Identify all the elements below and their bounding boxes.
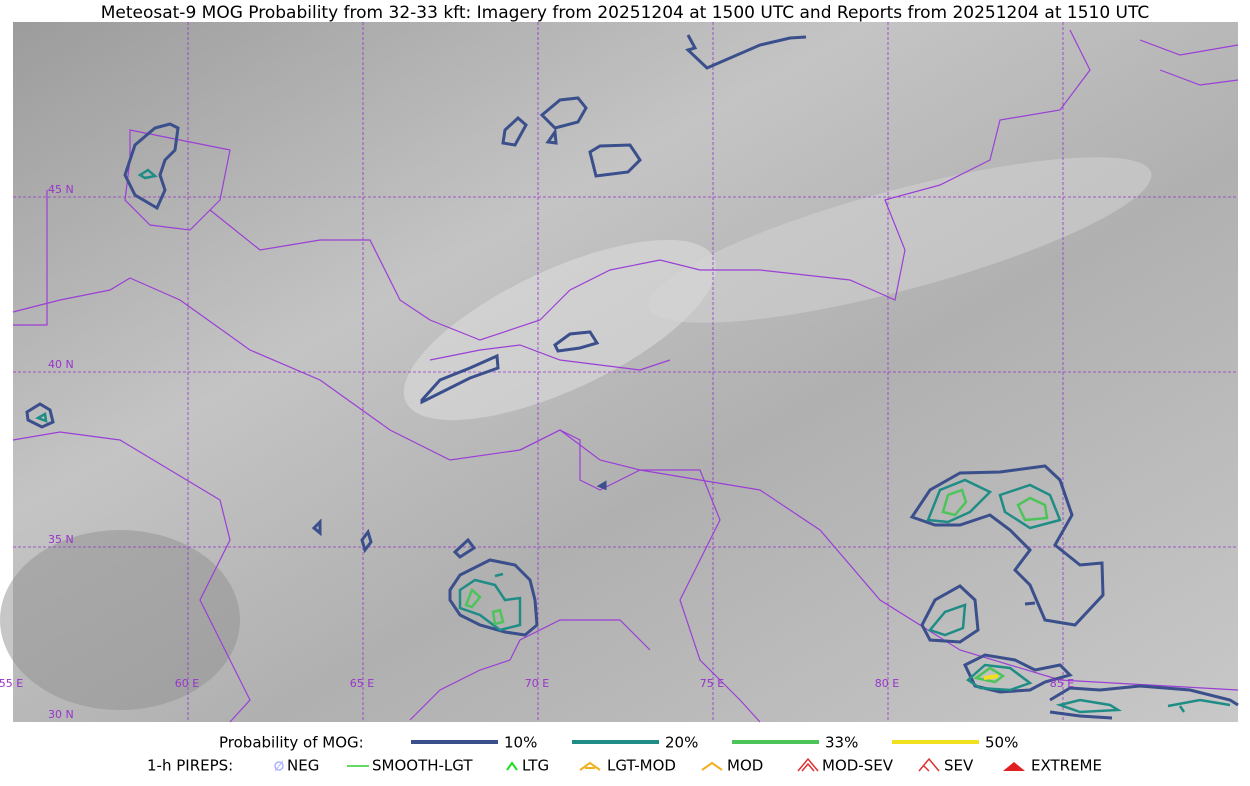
legend-pireps: 1-h PIREPS: NEG SMOOTH-LGT LTG LGT-MOD M…	[147, 757, 1102, 775]
lat-label: 45 N	[48, 183, 74, 196]
legend-label: 1-h PIREPS:	[147, 757, 233, 775]
contours	[25, 34, 1239, 720]
legend-item: SEV	[944, 757, 974, 775]
borders	[12, 29, 1239, 723]
legend-item: 50%	[985, 734, 1018, 752]
legend-item: MOD	[727, 757, 763, 775]
lat-label: 30 N	[48, 708, 74, 721]
lon-label: 55 E	[0, 677, 23, 690]
legend-probability: Probability of MOG: 10% 20% 33% 50%	[219, 734, 1018, 752]
lon-label: 80 E	[875, 677, 899, 690]
legend-item: 33%	[825, 734, 858, 752]
lon-label: 65 E	[350, 677, 374, 690]
legend-item: NEG	[287, 757, 319, 775]
contour-50	[983, 674, 999, 680]
lon-label: 85 E	[1050, 677, 1074, 690]
lon-label: 70 E	[525, 677, 549, 690]
title: Meteosat-9 MOG Probability from 32-33 kf…	[101, 3, 1150, 23]
legend-item: SMOOTH-LGT	[372, 757, 473, 775]
grid	[13, 22, 1238, 722]
lat-label: 40 N	[48, 358, 74, 371]
lat-label: 35 N	[48, 533, 74, 546]
lon-label: 60 E	[175, 677, 199, 690]
legend-item: 20%	[665, 734, 698, 752]
lon-label: 75 E	[700, 677, 724, 690]
lat-labels: 45 N 40 N 35 N 30 N	[48, 183, 74, 721]
legend-item: LGT-MOD	[607, 757, 676, 775]
legend-item: LTG	[522, 757, 549, 775]
map: 45 N 40 N 35 N 30 N 55 E 60 E 65 E 70 E …	[0, 22, 1239, 723]
legend-item: 10%	[504, 734, 537, 752]
legend-item: MOD-SEV	[822, 757, 894, 775]
legend-item: EXTREME	[1031, 757, 1102, 775]
legend-label: Probability of MOG:	[219, 734, 364, 752]
lon-labels: 55 E 60 E 65 E 70 E 75 E 80 E 85 E	[0, 677, 1074, 690]
